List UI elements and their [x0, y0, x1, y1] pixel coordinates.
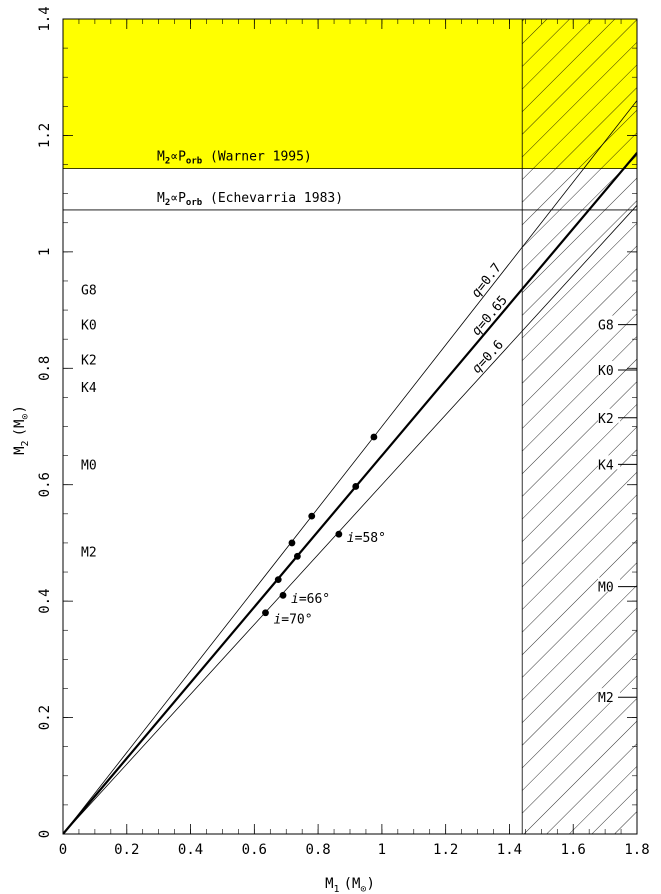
x-tick-label: 1.4	[497, 842, 522, 858]
y-tick-label: 0	[37, 830, 53, 838]
q-line-2	[63, 205, 637, 834]
spectral-right-bg	[598, 455, 620, 470]
data-point-1	[279, 591, 287, 599]
hatched-region	[522, 19, 637, 834]
x-tick-label: 0.6	[242, 842, 267, 858]
spectral-right-bg	[598, 408, 620, 423]
y-tick-label: 1	[37, 248, 53, 256]
shaded-regions	[63, 19, 637, 834]
q-label-1: q=0.65	[469, 293, 511, 339]
spectral-left-k0: K0	[81, 319, 97, 334]
spectral-right-m2: M2	[598, 691, 614, 706]
spectral-right-bg	[598, 361, 620, 376]
y-tick-label: 0.8	[37, 356, 53, 381]
spectral-left-k2: K2	[81, 354, 97, 369]
porb-label-1: M2∝Porb (Echevarria 1983)	[157, 191, 343, 208]
x-tick-label: 1	[378, 842, 386, 858]
data-point-8	[370, 433, 378, 441]
data-point-2	[274, 576, 282, 584]
x-tick-label: 0.8	[305, 842, 330, 858]
x-axis-title: M1 (M⊙)	[325, 876, 375, 894]
data-point-4	[288, 539, 296, 547]
data-point-3	[293, 552, 301, 560]
y-tick-label: 0.6	[37, 472, 53, 497]
spectral-right-bg	[598, 688, 620, 703]
x-tick-label: 1.8	[624, 842, 649, 858]
axis-ticks: 0 0.2 0.4 0.6 0.8 1 1.2 1.4 1.6 1.8 0 0.2 0.4 0.6 0.8 1…	[37, 6, 650, 858]
y-tick-label: 0.2	[37, 705, 53, 730]
data-point-6	[335, 530, 343, 538]
y-tick-label: 0.4	[37, 588, 53, 613]
y-tick-label: 1.2	[37, 123, 53, 148]
spectral-right-bg	[598, 315, 620, 330]
x-tick-label: 1.6	[561, 842, 586, 858]
spectral-left-m2: M2	[81, 546, 97, 561]
data-point-7	[352, 483, 360, 490]
spectral-right-k4: K4	[598, 458, 614, 473]
inclination-label-1: i=66°	[291, 592, 330, 607]
data-point-5	[308, 512, 316, 520]
model-lines	[63, 100, 637, 834]
spectral-right-g8: G8	[598, 319, 614, 334]
inclination-label-0: i=70°	[273, 613, 312, 628]
spectral-left-m0: M0	[81, 458, 97, 473]
data-point-0	[262, 609, 269, 617]
q-line-1	[63, 152, 637, 834]
x-tick-label: 0	[59, 842, 67, 858]
x-tick-label: 0.2	[114, 842, 139, 858]
q-line-0	[63, 100, 637, 834]
data-points	[262, 433, 378, 617]
spectral-left-k4: K4	[81, 381, 97, 396]
porb-label-0: M2∝Porb (Warner 1995)	[157, 150, 312, 167]
spectral-right-bg	[598, 577, 620, 592]
x-tick-label: 0.4	[178, 842, 203, 858]
y-axis-title: M2(M⊙)	[12, 405, 31, 455]
y-tick-label: 1.4	[37, 6, 53, 31]
spectral-right-k0: K0	[598, 364, 614, 379]
x-tick-label: 1.2	[433, 842, 458, 858]
spectral-right-k2: K2	[598, 412, 614, 427]
inclination-label-2: i=58°	[347, 531, 386, 546]
spectral-left-g8: G8	[81, 284, 97, 299]
spectral-right-m0: M0	[598, 581, 614, 596]
